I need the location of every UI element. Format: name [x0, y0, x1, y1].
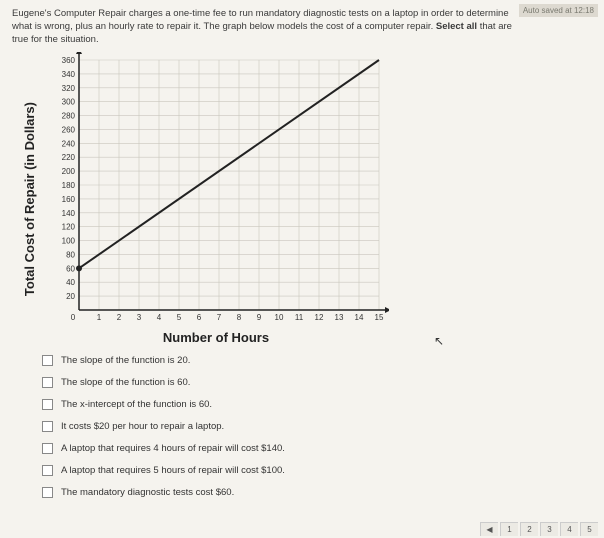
pager-prev[interactable]: ◀ — [480, 522, 498, 536]
svg-text:1: 1 — [97, 313, 102, 322]
svg-text:300: 300 — [62, 98, 76, 107]
pager-1[interactable]: 1 — [500, 522, 518, 536]
svg-text:80: 80 — [66, 251, 75, 260]
svg-text:100: 100 — [62, 237, 76, 246]
svg-text:40: 40 — [66, 279, 75, 288]
option-3[interactable]: The x-intercept of the function is 60. — [42, 399, 592, 410]
option-5[interactable]: A laptop that requires 4 hours of repair… — [42, 443, 592, 454]
option-7-label: The mandatory diagnostic tests cost $60. — [61, 487, 234, 498]
chart-container: Total Cost of Repair (in Dollars) 123456… — [22, 52, 592, 345]
svg-text:200: 200 — [62, 168, 76, 177]
pager-4[interactable]: 4 — [560, 522, 578, 536]
option-5-checkbox[interactable] — [42, 443, 53, 454]
option-7-checkbox[interactable] — [42, 487, 53, 498]
question-prompt: Eugene's Computer Repair charges a one-t… — [12, 8, 592, 46]
option-7[interactable]: The mandatory diagnostic tests cost $60. — [42, 487, 592, 498]
svg-text:360: 360 — [62, 56, 76, 65]
pager-5[interactable]: 5 — [580, 522, 598, 536]
option-6[interactable]: A laptop that requires 5 hours of repair… — [42, 465, 592, 476]
svg-text:9: 9 — [257, 313, 262, 322]
svg-text:14: 14 — [355, 313, 364, 322]
option-1-label: The slope of the function is 20. — [61, 355, 190, 366]
pager: ◀ 1 2 3 4 5 — [480, 522, 598, 536]
autosave-status: Auto saved at 12:18 — [519, 4, 598, 17]
svg-text:2: 2 — [117, 313, 122, 322]
svg-text:0: 0 — [71, 313, 76, 322]
option-5-label: A laptop that requires 4 hours of repair… — [61, 443, 285, 454]
cursor-icon: ↖ — [434, 334, 444, 348]
pager-2[interactable]: 2 — [520, 522, 538, 536]
svg-text:160: 160 — [62, 195, 76, 204]
svg-text:7: 7 — [217, 313, 222, 322]
pager-3[interactable]: 3 — [540, 522, 558, 536]
svg-text:20: 20 — [66, 293, 75, 302]
svg-text:240: 240 — [62, 140, 76, 149]
option-2[interactable]: The slope of the function is 60. — [42, 377, 592, 388]
option-4-checkbox[interactable] — [42, 421, 53, 432]
option-3-checkbox[interactable] — [42, 399, 53, 410]
svg-text:13: 13 — [335, 313, 344, 322]
svg-text:10: 10 — [275, 313, 284, 322]
line-chart: 1234567891011121314150204060801001201401… — [43, 52, 389, 328]
quiz-page: Auto saved at 12:18 Eugene's Computer Re… — [0, 0, 604, 538]
svg-text:11: 11 — [295, 313, 304, 322]
svg-text:60: 60 — [66, 265, 75, 274]
svg-text:340: 340 — [62, 70, 76, 79]
svg-text:8: 8 — [237, 313, 242, 322]
option-3-label: The x-intercept of the function is 60. — [61, 399, 212, 410]
option-4-label: It costs $20 per hour to repair a laptop… — [61, 421, 224, 432]
svg-text:3: 3 — [137, 313, 142, 322]
svg-text:280: 280 — [62, 112, 76, 121]
option-1[interactable]: The slope of the function is 20. — [42, 355, 592, 366]
answer-options: The slope of the function is 20. The slo… — [42, 355, 592, 498]
x-axis-label: Number of Hours — [43, 330, 389, 345]
svg-text:140: 140 — [62, 209, 76, 218]
svg-text:12: 12 — [315, 313, 324, 322]
svg-text:15: 15 — [375, 313, 384, 322]
svg-text:320: 320 — [62, 84, 76, 93]
option-2-label: The slope of the function is 60. — [61, 377, 190, 388]
svg-text:5: 5 — [177, 313, 182, 322]
svg-text:260: 260 — [62, 126, 76, 135]
y-axis-label: Total Cost of Repair (in Dollars) — [22, 102, 37, 296]
option-1-checkbox[interactable] — [42, 355, 53, 366]
svg-text:120: 120 — [62, 223, 76, 232]
option-4[interactable]: It costs $20 per hour to repair a laptop… — [42, 421, 592, 432]
svg-text:180: 180 — [62, 181, 76, 190]
svg-text:220: 220 — [62, 154, 76, 163]
option-2-checkbox[interactable] — [42, 377, 53, 388]
option-6-checkbox[interactable] — [42, 465, 53, 476]
option-6-label: A laptop that requires 5 hours of repair… — [61, 465, 285, 476]
svg-text:6: 6 — [197, 313, 202, 322]
svg-text:4: 4 — [157, 313, 162, 322]
